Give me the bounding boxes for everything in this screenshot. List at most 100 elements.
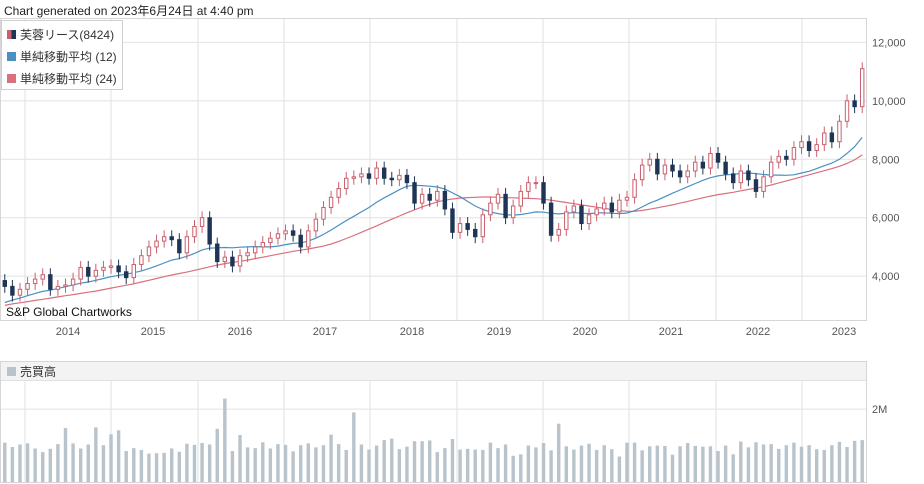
candle-body [480,214,486,238]
volume-bar [723,445,728,482]
volume-bar [352,412,356,482]
volume-bar [564,446,568,482]
candle-body [799,141,804,149]
volume-bar [314,447,318,482]
volume-bar [450,439,455,482]
volume-bar [822,449,826,482]
volume-bar [329,434,333,482]
volume-bar [192,444,197,482]
volume-bar [830,445,834,482]
sma12-line [4,137,863,304]
volume-bar [799,446,804,482]
candle-body [78,266,83,280]
candle-body [450,208,455,233]
x-tick-label: 2015 [141,326,165,338]
candle-body [321,206,326,220]
x-tick-label: 2014 [56,326,80,338]
candle-body [768,161,774,178]
volume-bar [526,445,531,482]
y-tick-label: 12,000 [872,37,906,49]
volume-legend-item[interactable]: 売買高 [7,363,56,380]
volume-y-ticks: 2M [872,404,887,416]
candle-body [397,174,402,181]
source-watermark: S&P Global Chartworks [6,305,132,319]
volume-bar [132,448,136,482]
candle-body [844,100,850,122]
x-tick-label: 2017 [313,326,337,338]
volume-bar [465,448,470,482]
sma12-swatch-icon [7,52,16,61]
volume-bar [18,444,22,482]
volume-bar [177,451,182,482]
candle-body [829,132,835,143]
volume-bar [223,398,227,482]
candle-body [336,187,341,198]
volume-bar [777,448,781,482]
volume-bar [845,447,849,482]
x-tick-label: 2018 [400,326,424,338]
volume-bar [200,443,204,482]
candle-body [571,205,577,213]
volume-legend-label: 売買高 [20,365,57,379]
candle-body [237,255,243,267]
candle-body [473,228,478,238]
legend: 芙蓉リース(8424) 単純移動平均 (12) 単純移動平均 (24) [1,20,123,90]
legend-item-price[interactable]: 芙蓉リース(8424) [7,26,114,43]
volume-bar [420,441,424,482]
candle-body [655,158,660,175]
volume-bar [412,441,417,482]
volume-bar [579,445,584,482]
candle-body [806,141,812,152]
sma12-line-layer [4,137,863,304]
candle-body [579,205,584,225]
y-tick-label: 8,000 [872,154,900,166]
candle-body [731,173,736,184]
candle-body [359,173,364,178]
x-tick-label: 2019 [487,326,511,338]
volume-bar [625,442,629,482]
candle-body [784,155,789,160]
candle-body [101,266,106,271]
candle-body [93,269,99,277]
volume-bar [685,443,690,482]
volume-bar [336,444,341,482]
candle-body [677,170,683,178]
candle-body [161,236,167,242]
volume-bar [116,430,121,482]
candle-body [131,263,136,279]
volume-bar [852,440,857,482]
candle-body [495,193,501,204]
candle-body [275,233,281,239]
x-tick-label: 2023 [832,326,856,338]
sma24-line [4,154,863,306]
candle-body [776,155,781,163]
candle-body [146,246,152,257]
volume-bar [359,444,364,482]
volume-bar [701,446,705,482]
candle-body [374,167,379,179]
candle-body [199,217,205,227]
volume-bar [572,449,576,482]
candle-body [313,218,319,232]
candle-body [639,164,645,181]
candle-body [344,177,349,189]
legend-item-sma24[interactable]: 単純移動平均 (24) [7,70,117,87]
y-tick-label: 6,000 [872,213,900,225]
candle-body [457,223,463,233]
volume-bars-layer [3,398,864,482]
candle-body [108,265,114,268]
volume-bar [549,450,553,482]
candle-body [624,196,630,201]
legend-item-sma12[interactable]: 単純移動平均 (12) [7,48,117,65]
candle-body [427,193,432,201]
candle-body [465,223,470,230]
volume-bar [101,445,106,482]
volume-bar [306,443,311,482]
candle-body [852,100,857,108]
volume-bar [556,423,561,482]
candle-body [328,196,334,208]
candle-body [10,285,15,296]
volume-bar [299,445,303,482]
candle-body [541,182,546,204]
